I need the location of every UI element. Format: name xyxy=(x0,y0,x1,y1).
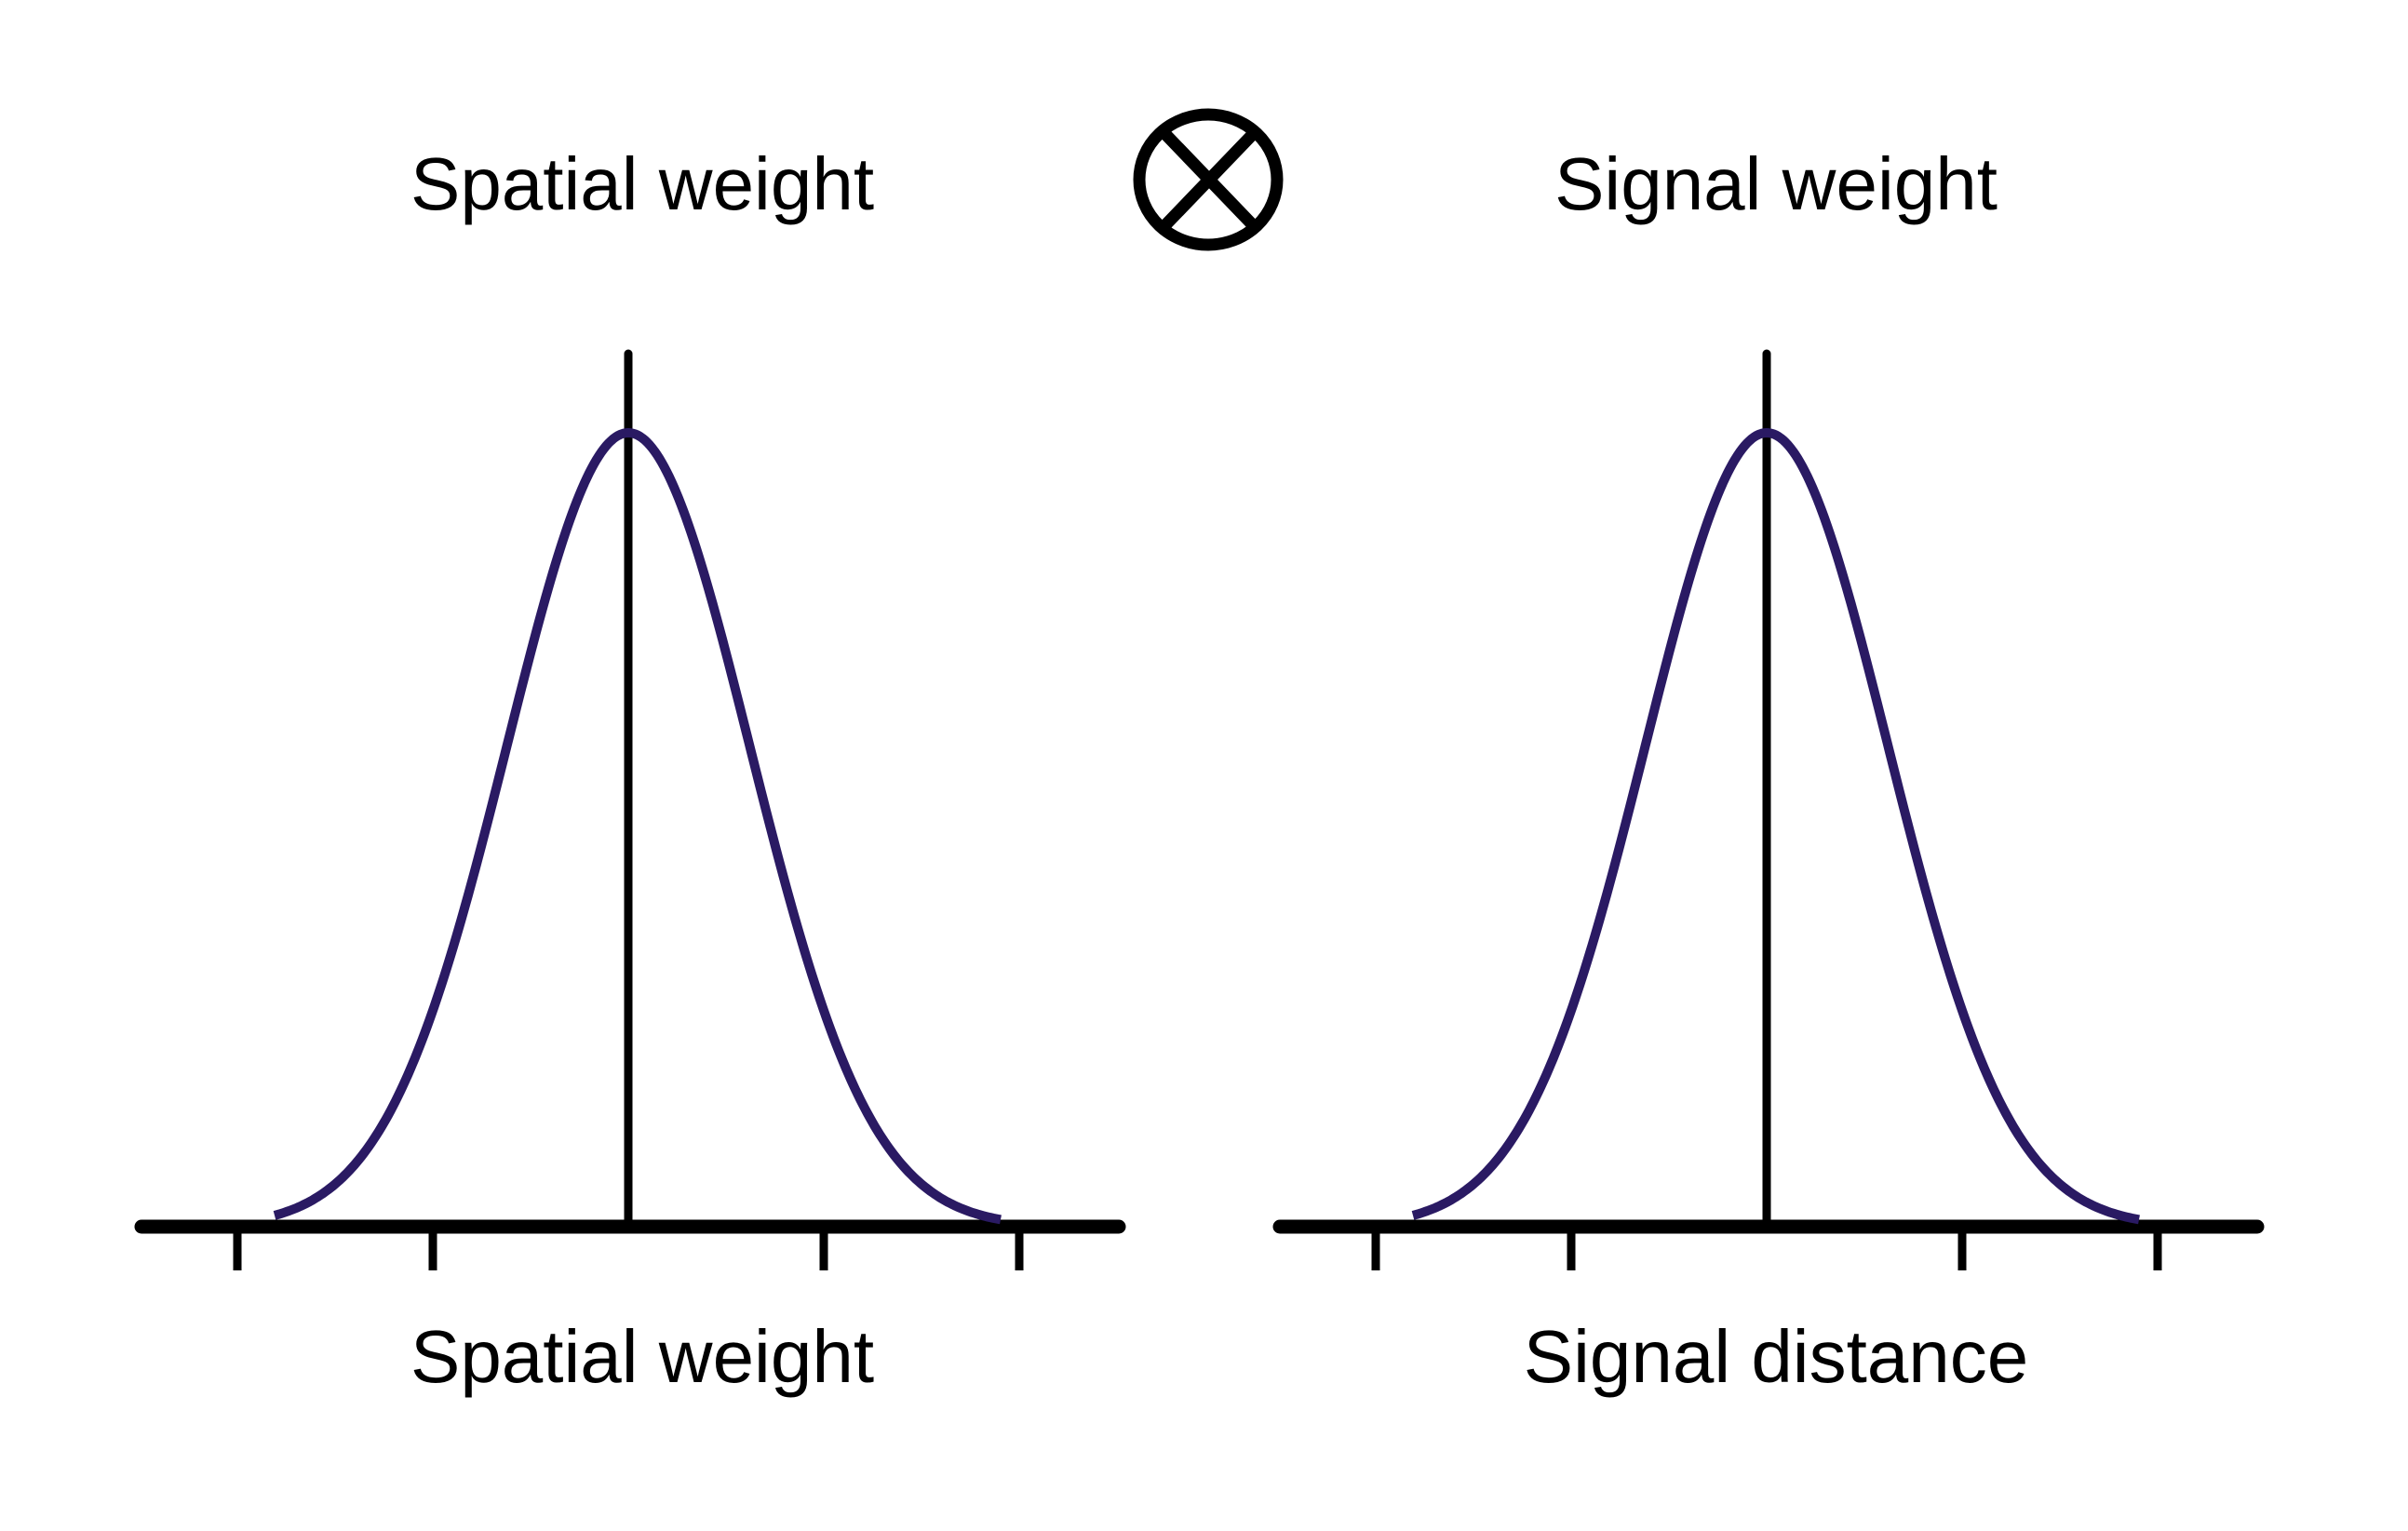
circled-times-icon xyxy=(1133,108,1284,251)
signal-bottom-label: Signal distance xyxy=(1524,1315,2029,1398)
spatial-gaussian-curve xyxy=(272,428,1003,1225)
spatial-plot xyxy=(134,349,1126,1270)
signal-gaussian-curve xyxy=(1410,428,2142,1225)
signal-panel: Signal weight Signal distance xyxy=(1272,142,2265,1398)
spatial-bottom-label: Spatial weight xyxy=(410,1315,874,1398)
signal-top-label: Signal weight xyxy=(1554,142,1998,225)
signal-ticks xyxy=(1371,1227,2162,1270)
signal-plot xyxy=(1272,349,2265,1270)
spatial-ticks xyxy=(233,1227,1024,1270)
spatial-top-label: Spatial weight xyxy=(410,142,874,225)
spatial-panel: Spatial weight Spatial weight xyxy=(134,142,1126,1398)
